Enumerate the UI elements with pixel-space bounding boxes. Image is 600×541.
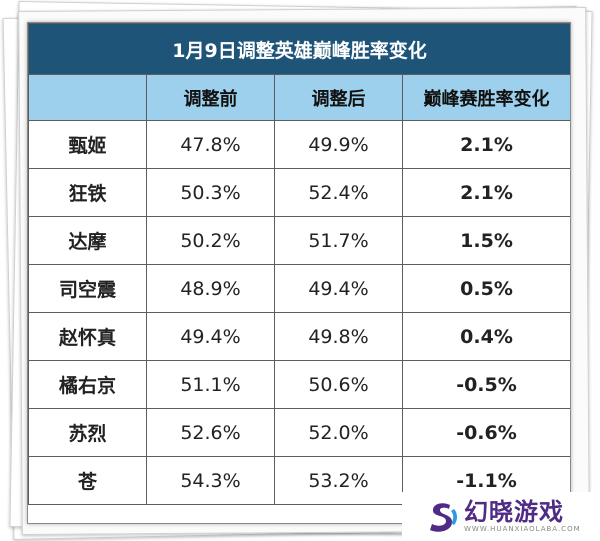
win-rate-before: 52.6% (146, 408, 275, 457)
site-watermark: 幻晓游戏 WWW.HUANXIAOLABA.COM (402, 492, 600, 541)
win-rate-before: 49.4% (146, 312, 275, 361)
table-row: 橘右京 51.1% 50.6% -0.5% (28, 360, 570, 409)
win-rate-before: 48.9% (146, 264, 275, 313)
watermark-url: WWW.HUANXIAOLABA.COM (464, 525, 581, 533)
table-row: 司空震 48.9% 49.4% 0.5% (28, 264, 570, 313)
win-rate-after: 49.9% (274, 120, 403, 169)
win-rate-change: -0.5% (401, 360, 570, 409)
win-rate-after: 50.6% (274, 360, 403, 409)
win-rate-before: 47.8% (146, 120, 275, 169)
watermark-name: 幻晓游戏 (464, 498, 564, 526)
header-after: 调整后 (274, 74, 403, 121)
hero-name: 甄姬 (28, 120, 147, 169)
table-sheet: 1月9日调整英雄巅峰胜率变化 调整前 调整后 巅峰赛胜率变化 甄姬 47.8% … (27, 22, 571, 524)
win-rate-before: 51.1% (146, 360, 275, 409)
win-rate-after: 49.4% (274, 264, 403, 313)
win-rate-change: 0.4% (401, 312, 570, 361)
table-title: 1月9日调整英雄巅峰胜率变化 (28, 23, 570, 75)
table-row: 甄姬 47.8% 49.9% 2.1% (28, 120, 570, 169)
win-rate-after: 51.7% (274, 216, 403, 265)
table-row: 苏烈 52.6% 52.0% -0.6% (28, 408, 570, 457)
brand-logo-icon (430, 502, 457, 532)
win-rate-after: 52.4% (274, 168, 403, 217)
hero-name: 达摩 (28, 216, 147, 265)
win-rate-before: 54.3% (146, 456, 275, 505)
hero-name: 狂铁 (28, 168, 147, 217)
hero-name: 苏烈 (28, 408, 147, 457)
win-rate-change: 2.1% (401, 168, 570, 217)
win-rate-change: 0.5% (401, 264, 570, 313)
table-row: 狂铁 50.3% 52.4% 2.1% (28, 168, 570, 217)
table-row: 赵怀真 49.4% 49.8% 0.4% (28, 312, 570, 361)
win-rate-after: 49.8% (274, 312, 403, 361)
header-change: 巅峰赛胜率变化 (401, 74, 570, 121)
win-rate-change: 2.1% (401, 120, 570, 169)
hero-name: 苍 (28, 456, 147, 505)
win-rate-table: 1月9日调整英雄巅峰胜率变化 调整前 调整后 巅峰赛胜率变化 甄姬 47.8% … (28, 23, 570, 505)
win-rate-before: 50.2% (146, 216, 275, 265)
win-rate-change: -0.6% (401, 408, 570, 457)
header-before: 调整前 (146, 74, 275, 121)
table-row: 达摩 50.2% 51.7% 1.5% (28, 216, 570, 265)
hero-name: 司空震 (28, 264, 147, 313)
win-rate-before: 50.3% (146, 168, 275, 217)
header-blank (28, 74, 147, 121)
win-rate-after: 53.2% (274, 456, 403, 505)
hero-name: 橘右京 (28, 360, 147, 409)
win-rate-after: 52.0% (274, 408, 403, 457)
win-rate-change: 1.5% (401, 216, 570, 265)
hero-name: 赵怀真 (28, 312, 147, 361)
